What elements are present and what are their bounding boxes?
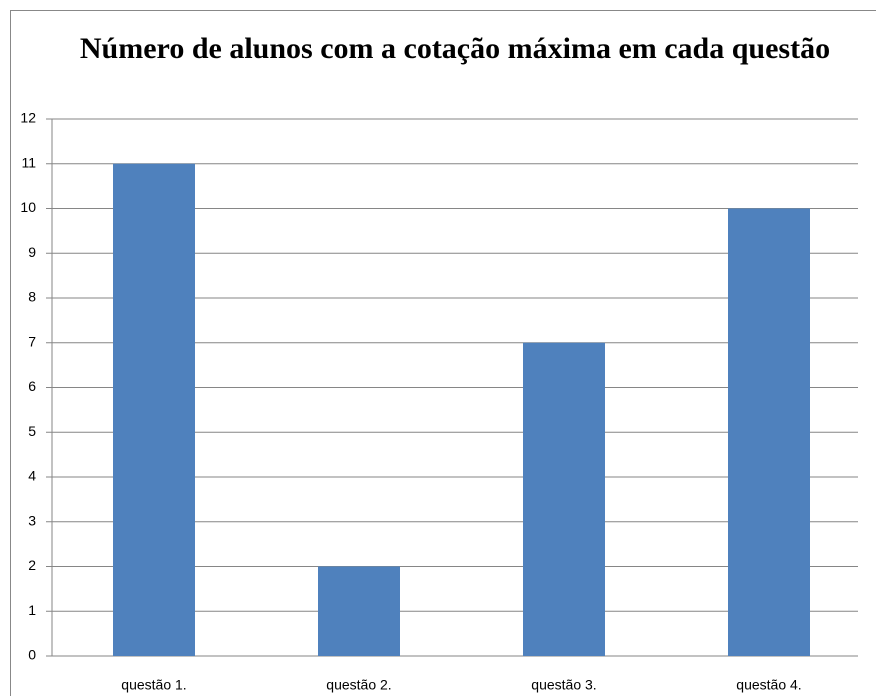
- y-tick-label: 3: [28, 512, 36, 528]
- x-tick-label: questão 4.: [736, 677, 801, 693]
- x-tick-label: questão 2.: [326, 677, 391, 693]
- y-tick-label: 9: [28, 244, 36, 260]
- y-tick-label: 5: [28, 423, 36, 439]
- chart-title: Número de alunos com a cotação máxima em…: [79, 32, 831, 65]
- y-tick-label: 10: [20, 199, 36, 215]
- y-tick-label: 11: [21, 154, 36, 170]
- chart-frame: [10, 10, 876, 696]
- bar: [318, 566, 400, 656]
- bar: [113, 163, 195, 656]
- bar: [523, 342, 605, 656]
- y-tick-label: 8: [28, 289, 36, 305]
- y-tick-label: 4: [28, 468, 36, 484]
- x-tick-label: questão 3.: [531, 677, 596, 693]
- y-tick-label: 2: [28, 557, 36, 573]
- bar: [728, 208, 810, 656]
- y-tick-label: 6: [28, 378, 36, 394]
- y-tick-label: 7: [28, 333, 36, 349]
- y-tick-label: 12: [20, 110, 36, 126]
- y-tick-label: 1: [28, 602, 36, 618]
- x-tick-label: questão 1.: [121, 677, 186, 693]
- y-tick-label: 0: [28, 647, 36, 663]
